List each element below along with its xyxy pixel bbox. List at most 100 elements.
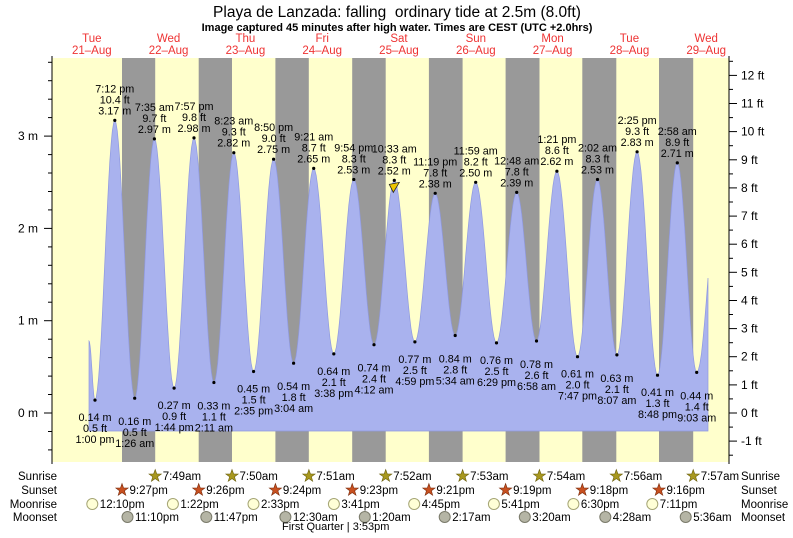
high-tide-meters: 2.75 m [257,144,290,156]
moonrise-time: 7:11pm [660,499,698,511]
moonset-time: 11:10pm [135,512,179,524]
day-name-label: Mon [541,33,563,45]
low-tide-point [494,341,499,345]
sunset-time: 9:19pm [513,485,551,497]
low-tide-point [695,370,699,374]
low-tide-feet: 1.8 ft [282,392,306,404]
low-tide-time: 4:59 pm [395,376,434,388]
chart-title: Playa de Lanzada: falling ordinary tide … [213,4,581,21]
sunrise-icon [148,468,163,483]
high-tide-feet: 8.3 ft [342,154,366,166]
low-tide-time: 2:35 pm [234,406,273,418]
low-tide-point [615,353,619,357]
sunset-icon [651,482,667,497]
high-tide-time: 10:33 am [372,143,417,155]
high-tide-time: 9:21 am [294,131,333,143]
low-tide-point [212,380,216,385]
sunset-icon [421,482,436,497]
moonset-time: 11:47pm [214,512,258,524]
high-tide-point [272,157,276,161]
moonset-icon [279,511,292,523]
sunrise-icon [455,468,470,483]
left-axis-label: 0 m [18,406,38,420]
low-tide-time: 6:58 am [517,381,556,393]
moonset-icon [438,511,451,523]
sunset-row-label-right: Sunset [741,485,778,497]
moonrise-time: 1:22pm [180,499,218,511]
low-tide-meters: 0.14 m [78,412,111,424]
low-tide-point [252,369,256,374]
high-tide-point [392,178,396,182]
high-tide-time: 7:12 pm [95,83,134,95]
high-tide-time: 2:02 am [578,143,617,155]
low-tide-feet: 2.1 ft [605,384,629,396]
day-name-label: Fri [315,33,328,45]
day-date-label: 24–Aug [302,45,342,57]
day-date-label: 25–Aug [379,45,419,57]
low-tide-feet: 0.5 ft [123,427,147,439]
day-name-label: Tue [82,33,101,45]
low-tide-meters: 0.77 m [398,354,431,366]
sunset-time: 9:27pm [130,485,168,497]
sunset-time: 9:23pm [360,485,398,497]
low-tide-point [332,352,336,356]
moonrise-time: 3:41pm [341,499,379,511]
high-tide-feet: 8.6 ft [545,145,569,157]
right-axis-label: 8 ft [741,181,758,195]
sunset-icon [191,482,206,497]
low-tide-meters: 0.78 m [520,359,553,371]
right-axis-label: 4 ft [741,294,758,308]
low-tide-feet: 2.0 ft [565,380,589,392]
sunset-time: 9:21pm [436,485,474,497]
low-tide-feet: 1.4 ft [685,401,709,413]
moon-phase-note: First Quarter | 3:53pm [282,521,389,533]
high-tide-time: 12:48 am [494,155,539,167]
high-tide-feet: 8.9 ft [665,137,689,149]
low-tide-feet: 1.3 ft [645,398,669,410]
high-tide-time: 8:50 pm [254,122,293,134]
day-date-label: 22–Aug [149,45,189,57]
day-date-label: 28–Aug [610,45,650,57]
high-tide-time: 8:23 am [214,116,253,128]
low-tide-meters: 0.61 m [561,369,594,381]
high-tide-point [555,169,559,173]
low-tide-feet: 2.5 ft [403,365,427,377]
low-tide-feet: 1.5 ft [242,395,266,407]
low-tide-time: 4:12 am [354,385,393,397]
moonset-time: 12:30am [293,512,338,524]
low-tide-time: 1:00 pm [75,434,114,446]
high-tide-feet: 8.7 ft [302,142,326,154]
sunset-time: 9:24pm [283,485,321,497]
day-labels: Tue21–AugWed22–AugThu23–AugFri24–AugSat2… [72,33,726,57]
low-tide-time: 2:11 am [195,423,233,435]
low-tide-feet: 2.6 ft [524,370,548,382]
sunrise-time: 7:53am [470,471,508,483]
high-tide-feet: 9.7 ft [142,113,166,125]
low-tide-time: 5:34 am [436,376,475,388]
high-tide-meters: 2.82 m [217,138,250,150]
low-tide-meters: 0.76 m [480,355,513,367]
day-date-label: 26–Aug [456,45,496,57]
moonset-time: 1:20am [372,512,410,524]
moonrise-time: 12:10pm [100,499,145,511]
right-axis-label: 1 ft [741,378,758,392]
low-tide-meters: 0.54 m [277,381,310,393]
right-axis-label: 3 ft [741,322,758,336]
low-tide-time: 6:29 pm [477,377,516,389]
high-tide-point [113,118,117,122]
low-tide-time: 1:44 pm [155,422,194,434]
day-name-label: Sat [390,33,408,45]
high-tide-point [152,137,156,141]
low-tide-feet: 0.5 ft [83,423,107,435]
low-tide-meters: 0.45 m [237,384,270,396]
left-axis-label: 2 m [18,221,38,235]
high-tide-point [595,177,600,182]
sunset-time: 9:26pm [206,485,244,497]
high-tide-time: 11:59 am [454,145,498,157]
moonrise-icon [567,498,580,510]
low-tide-time: 3:38 pm [314,388,353,400]
sunrise-time: 7:57am [701,471,739,483]
left-axis-label: 3 m [18,129,38,143]
